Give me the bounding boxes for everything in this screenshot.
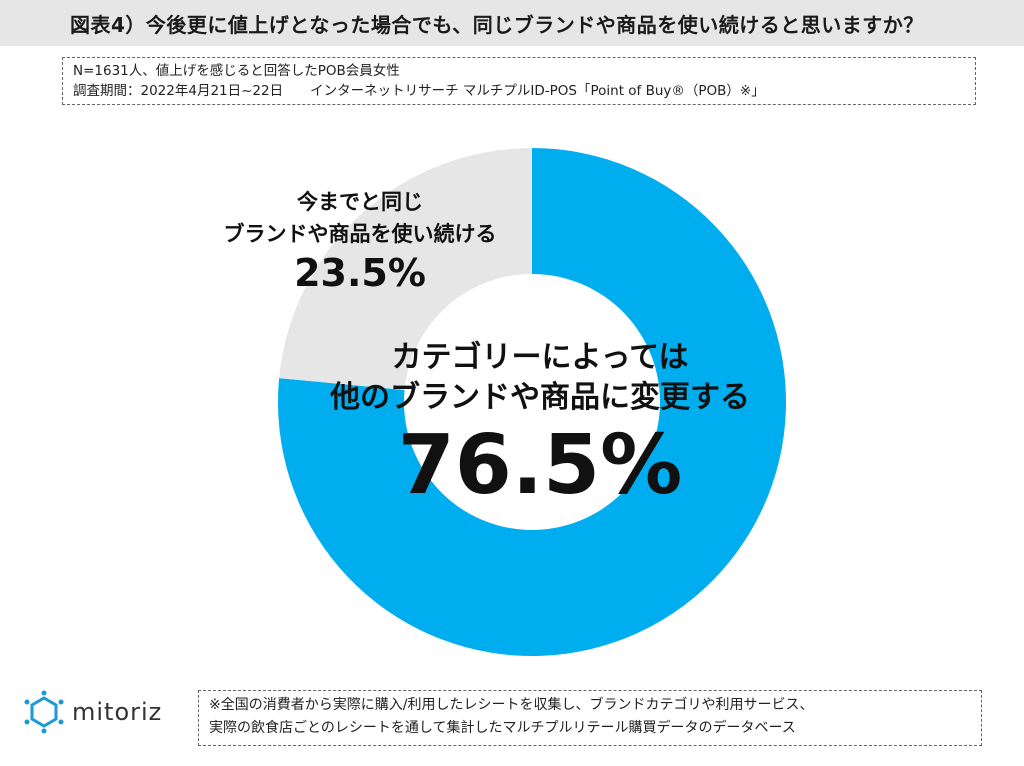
slice-label-continue-line2: ブランドや商品を使い続ける: [223, 222, 497, 246]
slice-label-continue-line1: 今までと同じ: [297, 190, 423, 214]
page-title: 図表4）今後更に値上げとなった場合でも、同じブランドや商品を使い続けると思います…: [70, 12, 924, 37]
mitoriz-logo: mitoriz: [22, 690, 162, 734]
slice-value-continue: 23.5%: [294, 251, 426, 295]
slice-value-switch: 76.5%: [397, 418, 683, 513]
donut-slice-switch: [278, 148, 786, 656]
slice-label-continue: 今までと同じ ブランドや商品を使い続ける 23.5%: [190, 186, 530, 296]
slice-label-switch-line2: 他のブランドや商品に変更する: [330, 380, 750, 415]
title-bar: 図表4）今後更に値上げとなった場合でも、同じブランドや商品を使い続けると思います…: [0, 0, 1024, 46]
slice-label-switch-line1: カテゴリーによっては: [391, 340, 689, 375]
footer-note-line-1: ※全国の消費者から実際に購入/利用したレシートを収集し、ブランドカテゴリや利用サ…: [209, 697, 814, 713]
footer-note-line-2: 実際の飲食店ごとのレシートを通して集計したマルチプルリテール購買データのデータベ…: [209, 720, 796, 736]
donut-slice-continue: [279, 148, 532, 390]
survey-note: N=1631人、値上げを感じると回答したPOB会員女性 調査期間：2022年4月…: [62, 57, 976, 105]
footer-note: ※全国の消費者から実際に購入/利用したレシートを収集し、ブランドカテゴリや利用サ…: [198, 690, 982, 746]
mitoriz-logo-icon: [24, 690, 64, 734]
mitoriz-logo-text: mitoriz: [72, 698, 163, 726]
survey-note-line-1: N=1631人、値上げを感じると回答したPOB会員女性: [73, 63, 400, 79]
slice-label-switch: カテゴリーによっては 他のブランドや商品に変更する 76.5%: [310, 338, 770, 514]
survey-note-line-2: 調査期間：2022年4月21日~22日 インターネットリサーチ マルチプルID-…: [73, 83, 765, 99]
